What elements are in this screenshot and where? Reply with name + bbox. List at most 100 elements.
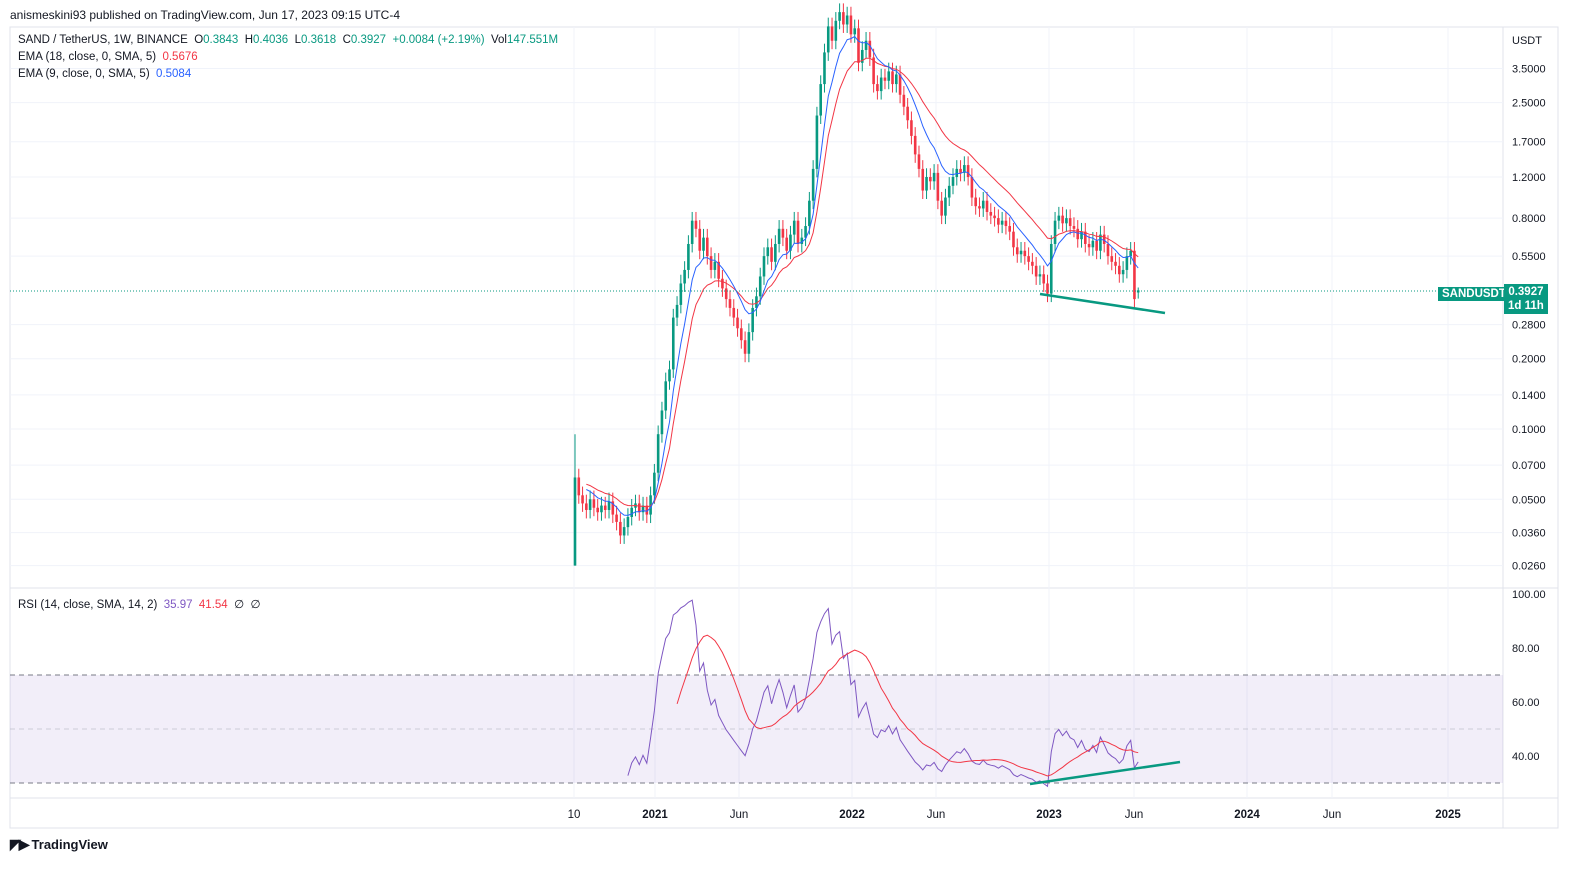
candle-body [619, 521, 622, 536]
rsi-sma-line [676, 634, 1139, 777]
volume-value: 147.551M [506, 34, 559, 46]
candle-body [588, 499, 592, 510]
candle-body [607, 501, 611, 510]
candle-body [717, 261, 720, 279]
candle-body [955, 168, 959, 178]
price-tick-label: 0.1000 [1512, 424, 1546, 436]
grid [10, 27, 1503, 798]
price-tick-label: 0.5500 [1512, 251, 1546, 263]
candle-body [1034, 265, 1038, 277]
candle-body [755, 296, 758, 308]
candle-body [653, 472, 656, 496]
candle-body [603, 505, 607, 510]
candle-body [747, 332, 751, 354]
candle-body [600, 505, 603, 513]
candle-body [1065, 218, 1068, 224]
candle-body [910, 120, 913, 136]
price-tick-label: 0.0700 [1512, 460, 1546, 472]
candle-body [985, 200, 989, 212]
candle-body [906, 106, 909, 121]
ema-lines [586, 35, 1139, 516]
candle-body [921, 168, 925, 191]
candle-body [1129, 250, 1132, 257]
time-tick-label: 10 [568, 809, 581, 821]
candle-body [819, 84, 822, 116]
candle-body [1114, 261, 1117, 266]
candle-body [811, 168, 815, 201]
candle-body [596, 507, 599, 513]
candle-body [993, 215, 996, 219]
candle-body [1027, 256, 1030, 262]
candle-body [1091, 240, 1095, 248]
candle-body [743, 340, 747, 354]
candle-body [834, 20, 838, 41]
candle-body [1031, 261, 1034, 266]
candle-body [664, 381, 668, 411]
candle-body [1076, 228, 1080, 240]
candle-body [902, 94, 906, 107]
time-tick-label: Jun [1323, 809, 1342, 821]
candle-body [981, 200, 985, 209]
tradingview-logo-icon: ◤▶ [10, 836, 29, 852]
candle-body [917, 154, 921, 169]
open-value: 0.3843 [203, 34, 239, 46]
ema18-legend[interactable]: EMA (18, close, 0, SMA, 5) 0.5676 [18, 51, 198, 63]
price-tick-label: 2.5000 [1512, 98, 1546, 110]
change-value: +0.0084 (+2.19%) [392, 34, 485, 46]
candle-body [585, 503, 588, 510]
candle-body [762, 256, 766, 277]
time-tick-label: Jun [1125, 809, 1144, 821]
candle-body [645, 505, 649, 515]
candle-body [808, 200, 811, 227]
low-label: L [294, 34, 302, 46]
candle-body [702, 237, 705, 251]
candle-body [1049, 243, 1053, 294]
ema18-label: EMA (18, close, 0, SMA, 5) [18, 51, 157, 63]
symbol-title[interactable]: SAND / TetherUS, 1W, BINANCE [18, 34, 188, 46]
candle-body [1106, 243, 1110, 257]
candle-body [713, 261, 717, 270]
candle-body [963, 165, 966, 173]
candle-body [838, 12, 841, 21]
currency-label: USDT [1512, 35, 1542, 47]
price-support-trendline[interactable] [1039, 292, 1166, 315]
rsi-divergence-trendline[interactable] [1029, 760, 1181, 786]
symbol-legend: SAND / TetherUS, 1W, BINANCE O0.3843 H0.… [18, 34, 558, 46]
tradingview-logo[interactable]: ◤▶ TradingView [10, 836, 108, 853]
open-label: O [194, 34, 204, 46]
candle-body [709, 256, 713, 270]
rsi-legend[interactable]: RSI (14, close, SMA, 14, 2) 35.97 41.54 … [18, 597, 261, 611]
candle-body [997, 218, 1000, 225]
close-label: C [342, 34, 351, 46]
candle-body [1038, 274, 1042, 277]
candle-body [777, 228, 781, 244]
price-tick-label: 1.2000 [1512, 172, 1546, 184]
time-tick-label: 2022 [839, 809, 865, 821]
ema9-value: 0.5084 [156, 68, 192, 80]
candle-body [1012, 231, 1015, 248]
candle-body [1042, 274, 1046, 284]
rsi-band [10, 674, 1503, 784]
candle-body [879, 77, 883, 92]
rsi-tick-label: 60.00 [1512, 697, 1540, 709]
candle-body [891, 71, 894, 85]
candle-body [929, 177, 932, 182]
price-tick-label: 0.2000 [1512, 354, 1546, 366]
candle-body [641, 505, 645, 513]
candle-body [815, 115, 819, 169]
candle-body [1057, 215, 1061, 221]
candle-body [637, 503, 641, 513]
candle-body [966, 165, 970, 178]
ema9-legend[interactable]: EMA (9, close, 0, SMA, 5) 0.5084 [18, 68, 191, 80]
time-tick-label: 2023 [1036, 809, 1062, 821]
rsi-tick-label: 40.00 [1512, 751, 1540, 763]
candle-body [959, 168, 962, 173]
time-tick-label: Jun [927, 809, 946, 821]
ema9-label: EMA (9, close, 0, SMA, 5) [18, 68, 150, 80]
candle-body [830, 26, 834, 41]
price-tick-label: 1.7000 [1512, 137, 1546, 149]
candle-body [683, 269, 686, 284]
candle-body [724, 288, 728, 300]
candle-body [864, 40, 868, 50]
